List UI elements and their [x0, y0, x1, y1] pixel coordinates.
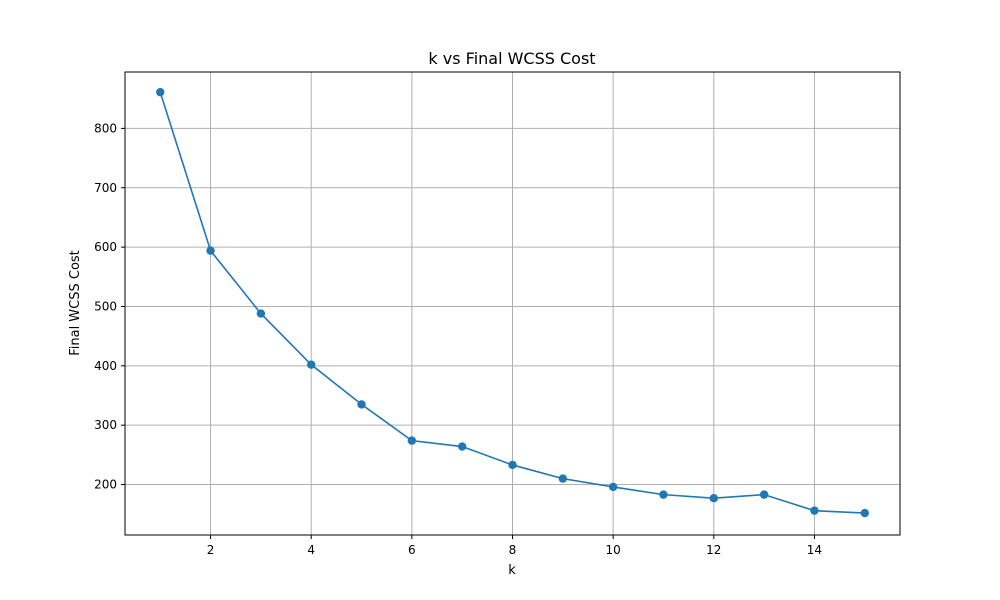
y-tick-label: 400 [94, 359, 117, 373]
data-point [508, 460, 517, 470]
y-tick-label: 800 [94, 121, 117, 135]
y-axis-label: Final WCSS Cost [68, 250, 83, 356]
data-point [608, 482, 618, 492]
data-point [307, 360, 316, 369]
data-point [256, 309, 266, 318]
x-axis-label: k [508, 563, 516, 578]
x-tick-label: 8 [509, 543, 517, 557]
data-point [206, 246, 215, 255]
x-axis-ticks: 2 4 6 8 10 12 14 [207, 535, 822, 557]
data-point [810, 506, 819, 515]
y-tick-label: 500 [94, 299, 117, 313]
data-point [860, 508, 869, 518]
x-tick-label: 10 [606, 543, 621, 557]
chart-title: k vs Final WCSS Cost [428, 49, 595, 68]
data-point [558, 474, 568, 483]
data-point [659, 490, 668, 499]
data-point [357, 400, 366, 409]
y-axis-ticks: 200 300 400 500 600 700 800 [94, 121, 125, 492]
data-point [759, 490, 769, 499]
data-point [709, 493, 718, 503]
data-point [457, 442, 467, 451]
y-tick-label: 700 [94, 181, 117, 195]
x-tick-label: 12 [706, 543, 721, 557]
y-tick-label: 300 [94, 418, 117, 432]
x-tick-label: 6 [408, 543, 416, 557]
series-wcss [156, 87, 869, 518]
x-tick-label: 14 [807, 543, 822, 557]
y-tick-label: 200 [94, 478, 117, 492]
x-tick-label: 4 [307, 543, 315, 557]
x-tick-label: 2 [207, 543, 215, 557]
data-point [407, 436, 417, 445]
data-point [156, 87, 165, 97]
y-tick-label: 600 [94, 240, 117, 254]
